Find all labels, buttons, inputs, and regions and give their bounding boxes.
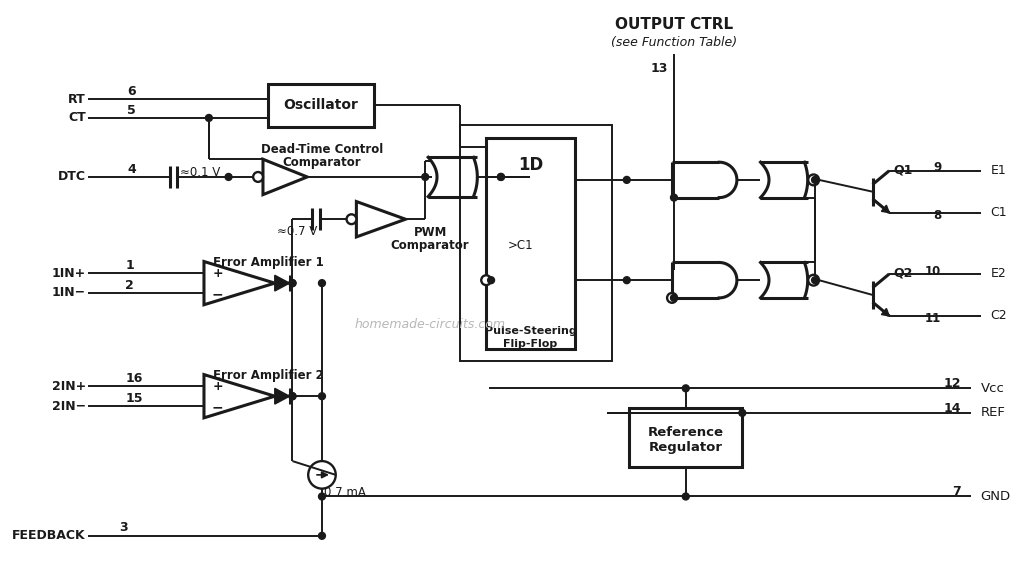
Text: Regulator: Regulator: [649, 441, 723, 454]
Circle shape: [624, 176, 630, 183]
Text: 1D: 1D: [518, 156, 543, 174]
Circle shape: [812, 277, 818, 283]
Text: FEEDBACK: FEEDBACK: [12, 529, 86, 542]
Text: RT: RT: [69, 93, 86, 106]
Circle shape: [318, 280, 326, 286]
Text: 15: 15: [125, 392, 142, 404]
Circle shape: [422, 173, 429, 180]
Text: Q2: Q2: [893, 267, 912, 280]
Circle shape: [318, 533, 326, 540]
Circle shape: [253, 172, 263, 182]
Circle shape: [682, 493, 689, 500]
Text: 8: 8: [933, 209, 941, 222]
Text: Comparator: Comparator: [391, 239, 469, 252]
Text: 14: 14: [943, 402, 962, 414]
Text: 5: 5: [127, 104, 136, 116]
Circle shape: [808, 275, 819, 286]
Text: Reference: Reference: [648, 426, 724, 439]
Circle shape: [498, 173, 505, 180]
Circle shape: [481, 275, 492, 285]
Circle shape: [289, 393, 296, 400]
Text: −: −: [212, 400, 223, 414]
Circle shape: [346, 214, 356, 224]
Circle shape: [812, 176, 818, 183]
Circle shape: [289, 280, 296, 286]
Circle shape: [624, 277, 630, 283]
Text: 13: 13: [650, 62, 668, 75]
Text: 7: 7: [952, 485, 962, 498]
Text: C2: C2: [990, 310, 1008, 322]
Circle shape: [289, 280, 296, 286]
Circle shape: [487, 277, 495, 283]
Polygon shape: [882, 205, 889, 212]
Circle shape: [808, 175, 819, 185]
Text: 1IN+: 1IN+: [52, 267, 86, 280]
Text: 10: 10: [925, 265, 941, 278]
Text: ≈0.7 V: ≈0.7 V: [278, 225, 317, 237]
Text: CT: CT: [69, 111, 86, 125]
Text: >C1: >C1: [508, 239, 534, 252]
Text: C1: C1: [990, 206, 1008, 219]
Text: (see Function Table): (see Function Table): [611, 36, 737, 49]
Text: 2IN+: 2IN+: [52, 380, 86, 393]
Text: 6: 6: [127, 85, 136, 98]
Text: 11: 11: [925, 313, 941, 325]
Text: DTC: DTC: [58, 171, 86, 183]
Circle shape: [498, 173, 505, 180]
Text: 1IN−: 1IN−: [52, 286, 86, 300]
Bar: [460, 125, 612, 361]
Circle shape: [318, 493, 326, 500]
Text: ≈0.1 V: ≈0.1 V: [180, 165, 221, 179]
Text: 1: 1: [125, 259, 134, 272]
Bar: [486, 137, 574, 349]
Polygon shape: [274, 275, 290, 291]
Circle shape: [739, 410, 745, 416]
Text: −: −: [212, 287, 223, 301]
Text: 16: 16: [125, 372, 142, 385]
Circle shape: [289, 393, 296, 400]
Text: E1: E1: [990, 164, 1007, 178]
Text: 2IN−: 2IN−: [52, 399, 86, 413]
Text: 3: 3: [120, 521, 128, 534]
Circle shape: [225, 173, 232, 180]
Bar: [268, 84, 374, 127]
Text: 4: 4: [127, 162, 136, 176]
Text: 9: 9: [933, 161, 941, 174]
Text: PWM: PWM: [414, 226, 446, 239]
Circle shape: [671, 194, 678, 201]
Text: Error Amplifier 2: Error Amplifier 2: [213, 369, 324, 382]
Text: Error Amplifier 1: Error Amplifier 1: [213, 256, 324, 269]
Text: 2: 2: [125, 279, 134, 292]
Text: Flip-Flop: Flip-Flop: [503, 339, 557, 349]
Text: 12: 12: [943, 377, 962, 390]
Polygon shape: [882, 308, 889, 316]
Circle shape: [671, 294, 678, 301]
Text: GND: GND: [981, 490, 1011, 503]
Text: +: +: [212, 267, 223, 280]
Bar: [629, 408, 742, 467]
Circle shape: [206, 115, 212, 122]
Text: 0.7 mA: 0.7 mA: [324, 486, 366, 499]
Text: Vᴄᴄ: Vᴄᴄ: [981, 382, 1005, 395]
Text: OUTPUT CTRL: OUTPUT CTRL: [614, 17, 733, 32]
Polygon shape: [274, 388, 290, 404]
Text: Pulse-Steering: Pulse-Steering: [484, 327, 577, 336]
Circle shape: [682, 385, 689, 392]
Text: Oscillator: Oscillator: [284, 98, 358, 112]
Text: E2: E2: [990, 268, 1007, 281]
Text: REF: REF: [981, 406, 1006, 420]
Circle shape: [318, 393, 326, 400]
Text: homemade-circuits.com: homemade-circuits.com: [354, 318, 506, 331]
Text: Dead-Time Control: Dead-Time Control: [261, 143, 383, 156]
Text: +: +: [212, 380, 223, 393]
Text: Comparator: Comparator: [283, 156, 361, 169]
Circle shape: [667, 293, 677, 303]
Text: Q1: Q1: [893, 164, 912, 176]
